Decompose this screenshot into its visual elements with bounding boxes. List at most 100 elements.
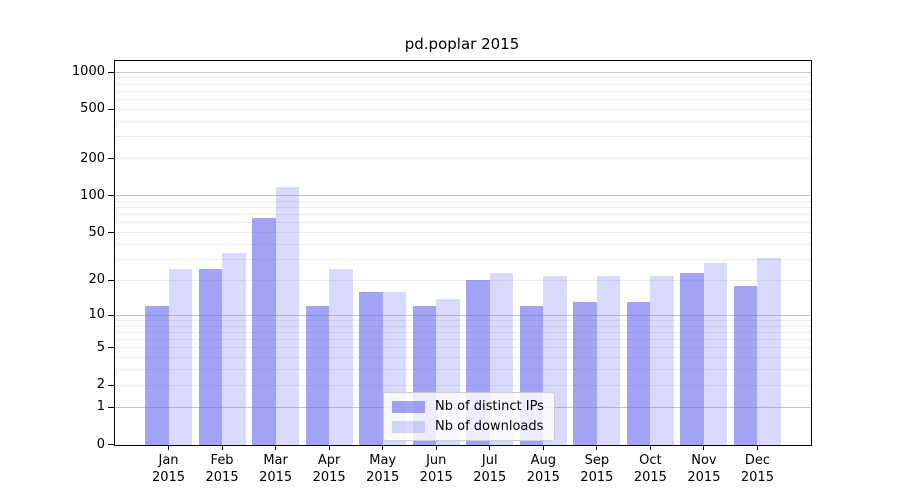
x-tick-label-mar: Mar 2015: [259, 453, 293, 485]
bar-nb-of-downloads-nov: [703, 263, 728, 445]
y-tick-label-2: 2: [96, 377, 105, 393]
legend-swatch-downloads: [392, 420, 425, 433]
gridline-minor: [115, 83, 811, 85]
legend-label-distinct-ips: Nb of distinct IPs: [435, 399, 544, 414]
x-tick-mark: [489, 444, 491, 450]
x-tick-label-jun: Jun 2015: [419, 453, 453, 485]
bar-nb-of-downloads-dec: [757, 257, 781, 445]
gridline-minor: [115, 99, 811, 101]
y-tick-label-5: 5: [96, 339, 105, 355]
gridline-major: [115, 71, 811, 73]
bar-nb-of-distinct-ips-feb: [198, 268, 223, 445]
y-tick-label-1000: 1000: [71, 64, 105, 80]
x-tick-mark: [435, 444, 437, 450]
x-tick-mark: [221, 444, 223, 450]
bar-nb-of-distinct-ips-sep: [573, 302, 597, 445]
x-tick-label-sep: Sep 2015: [580, 453, 614, 485]
gridline-minor: [115, 243, 811, 245]
bar-nb-of-distinct-ips-may: [359, 291, 383, 445]
x-tick-label-jul: Jul 2015: [473, 453, 507, 485]
gridline-minor: [115, 214, 811, 216]
gridline-minor: [115, 158, 811, 160]
gridline-minor: [115, 232, 811, 234]
bar-nb-of-distinct-ips-jan: [144, 306, 169, 445]
x-tick-mark: [649, 444, 651, 450]
y-tick-label-20: 20: [88, 272, 105, 288]
y-tick-mark: [108, 279, 114, 281]
gridline-minor: [115, 319, 811, 321]
y-tick-label-1: 1: [96, 399, 105, 415]
gridline-minor: [115, 369, 811, 371]
bar-nb-of-downloads-feb: [222, 252, 246, 445]
gridline-minor: [115, 384, 811, 386]
chart-title: pd.poplar 2015: [404, 35, 520, 53]
y-tick-label-50: 50: [88, 224, 105, 240]
plot-area: Nb of distinct IPs Nb of downloads 0 1 2 5 1…: [72, 60, 812, 485]
gridline-minor: [115, 279, 811, 281]
y-tick-label-10: 10: [88, 307, 105, 323]
x-tick-mark: [756, 444, 758, 450]
gridline-minor: [115, 108, 811, 110]
y-tick-mark: [108, 314, 114, 316]
x-tick-mark: [542, 444, 544, 450]
bar-nb-of-downloads-apr: [329, 268, 353, 445]
legend-item-distinct-ips: Nb of distinct IPs: [392, 399, 544, 414]
y-tick-label-200: 200: [80, 150, 105, 166]
gridline-minor: [115, 331, 811, 333]
y-tick-label-100: 100: [80, 187, 105, 203]
y-tick-mark: [108, 232, 114, 234]
x-tick-label-may: May 2015: [366, 453, 400, 485]
y-tick-mark: [108, 347, 114, 349]
y-tick-label-0: 0: [96, 436, 105, 452]
bar-nb-of-downloads-jan: [168, 268, 193, 445]
x-tick-mark: [382, 444, 384, 450]
y-tick-label-500: 500: [80, 101, 105, 117]
gridline-minor: [115, 136, 811, 138]
y-tick-mark: [108, 406, 114, 408]
x-tick-label-oct: Oct 2015: [633, 453, 667, 485]
gridline-major: [115, 314, 811, 316]
gridline-major: [115, 195, 811, 197]
x-tick-mark: [703, 444, 705, 450]
gridline-minor: [115, 120, 811, 122]
gridline-minor: [115, 207, 811, 209]
x-tick-label-feb: Feb 2015: [205, 453, 239, 485]
x-tick-mark: [328, 444, 330, 450]
x-tick-label-apr: Apr 2015: [312, 453, 346, 485]
x-tick-mark: [275, 444, 277, 450]
gridline-minor: [115, 258, 811, 260]
y-tick-mark: [108, 444, 114, 445]
gridline-minor: [115, 200, 811, 202]
y-tick-mark: [108, 384, 114, 386]
x-tick-label-nov: Nov 2015: [687, 453, 721, 485]
y-tick-mark: [108, 158, 114, 160]
gridline-minor: [115, 77, 811, 79]
gridline-minor: [115, 347, 811, 349]
bar-nb-of-downloads-mar: [275, 186, 300, 445]
y-tick-mark: [108, 108, 114, 110]
y-tick-mark: [108, 195, 114, 197]
legend-item-downloads: Nb of downloads: [392, 419, 544, 434]
gridline-minor: [115, 90, 811, 92]
bar-nb-of-distinct-ips-mar: [252, 217, 276, 445]
y-tick-mark: [108, 71, 114, 73]
legend-swatch-distinct-ips: [392, 400, 425, 413]
bar-nb-of-downloads-sep: [596, 275, 621, 445]
gridline-minor: [115, 357, 811, 359]
gridline-minor: [115, 339, 811, 341]
bar-nb-of-distinct-ips-apr: [305, 306, 330, 445]
bar-nb-of-downloads-oct: [650, 275, 674, 445]
gridline-minor: [115, 222, 811, 224]
bar-nb-of-distinct-ips-oct: [626, 302, 651, 445]
x-tick-label-dec: Dec 2015: [740, 453, 774, 485]
bar-nb-of-distinct-ips-nov: [680, 273, 704, 445]
legend: Nb of distinct IPs Nb of downloads: [383, 392, 555, 441]
gridline-minor: [115, 325, 811, 327]
bar-nb-of-distinct-ips-dec: [733, 285, 758, 445]
x-tick-label-jan: Jan 2015: [151, 453, 186, 485]
x-tick-mark: [596, 444, 598, 450]
legend-label-downloads: Nb of downloads: [435, 419, 544, 434]
x-tick-mark: [168, 444, 170, 450]
x-tick-label-aug: Aug 2015: [526, 453, 560, 485]
